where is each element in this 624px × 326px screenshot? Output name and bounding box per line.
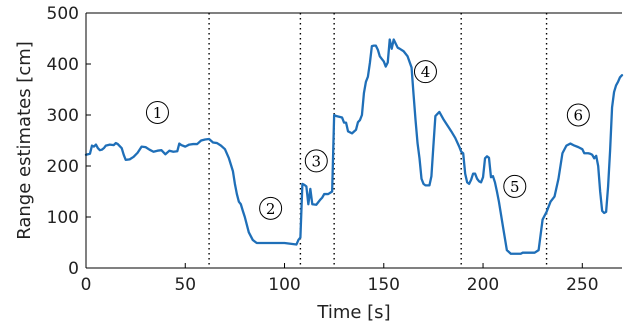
marker-label: 6 [574, 107, 584, 125]
x-tick-label: 0 [81, 275, 92, 295]
marker-circle [304, 149, 328, 173]
y-tick-label: 200 [47, 157, 79, 177]
y-axis-title: Range estimates [cm] [14, 41, 35, 240]
x-tick-label: 100 [268, 275, 300, 295]
marker-circle [503, 174, 527, 198]
marker-circle [259, 196, 283, 220]
range-series-line [84, 38, 624, 255]
x-axis-title: Time [s] [316, 302, 390, 323]
marker-circle [145, 100, 169, 124]
marker-label: 3 [312, 152, 322, 170]
segment-marker-3: 3 [304, 149, 328, 173]
marker-circle [566, 103, 590, 127]
marker-label: 4 [421, 63, 431, 81]
x-tick-label: 200 [467, 275, 499, 295]
y-tick-label: 0 [68, 259, 79, 279]
marker-label: 5 [510, 178, 520, 196]
y-tick-label: 300 [47, 106, 79, 126]
segment-marker-4: 4 [413, 60, 437, 84]
segment-marker-6: 6 [566, 103, 590, 127]
x-tick-label: 150 [368, 275, 400, 295]
x-tick-label: 50 [174, 275, 196, 295]
marker-circle [413, 60, 437, 84]
segment-marker-1: 1 [145, 100, 169, 124]
marker-label: 1 [153, 104, 163, 122]
x-tick-label: 250 [566, 275, 598, 295]
y-tick-label: 400 [47, 55, 79, 75]
y-tick-label: 100 [47, 208, 79, 228]
segment-marker-5: 5 [503, 174, 527, 198]
segment-marker-2: 2 [259, 196, 283, 220]
y-tick-label: 500 [47, 4, 79, 24]
plot-area [84, 13, 624, 268]
marker-label: 2 [266, 200, 276, 218]
axes: 0 100 200 300 400 500 0 50 100 150 200 250 [47, 4, 622, 295]
segment-markers: 1 2 3 4 5 6 [145, 60, 590, 220]
